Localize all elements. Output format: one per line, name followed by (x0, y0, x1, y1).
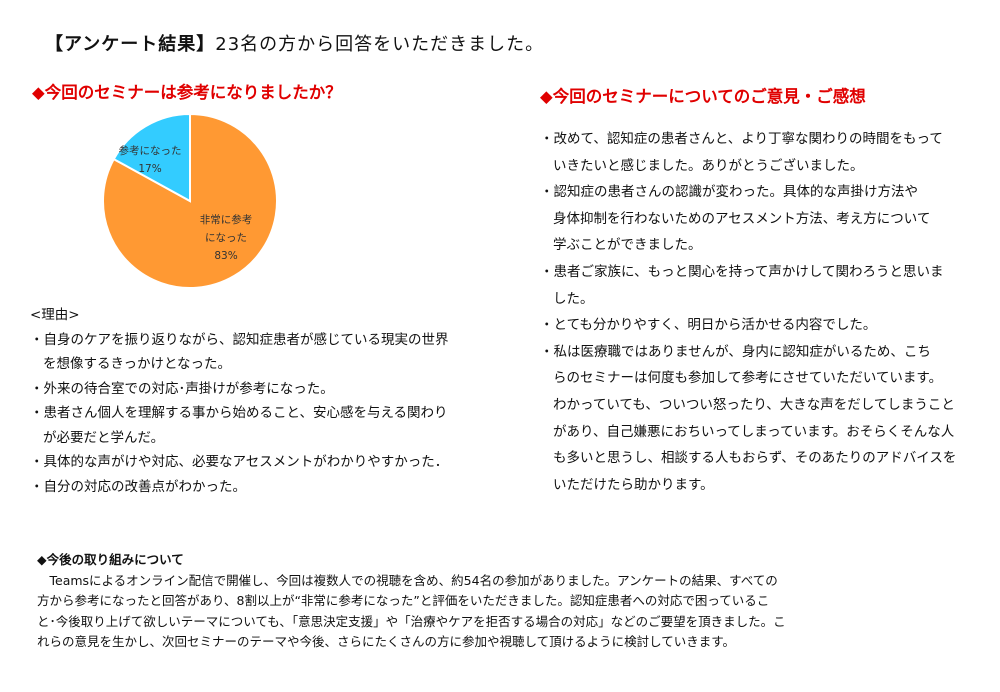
reasons-list: ・自身のケアを振り返りながら、認知症患者が感じている現実の世界を想像するきっかけ… (30, 328, 449, 500)
list-item: ・具体的な声がけや対応、必要なアセスメントがわかりやすかった． (30, 450, 449, 475)
page-title: 【アンケート結果】23名の方から回答をいただきました。 (45, 30, 544, 56)
list-item-line: わかっていても、ついつい怒ったり、大きな声をだしてしまうこと (553, 396, 955, 413)
list-item: ・認知症の患者さんの認識が変わった。具体的な声掛け方法や身体抑制を行わないための… (540, 179, 956, 259)
future-line: 方から参考になったと回答があり、8割以上が“非常に参考になった”と評価をいただき… (37, 593, 770, 608)
opinions-list: ・改めて、認知症の患者さんと、より丁寧な関わりの時間をもっていきたいと感じました… (540, 126, 956, 498)
list-item: ・自分の対応の改善点がわかった。 (30, 475, 449, 500)
title-text: 23名の方から回答をいただきました。 (215, 34, 545, 55)
future-line: と･今後取り上げて欲しいテーマについても、「意思決定支援」や「治療やケアを拒否す… (37, 613, 786, 629)
list-item-line: ・外来の待合室での対応･声掛けが参考になった。 (30, 380, 334, 397)
list-item-line: ・とても分かりやすく、明日から活かせる内容でした。 (540, 317, 877, 334)
list-item-line: 身体抑制を行わないためのアセスメント方法、考え方について (553, 210, 931, 227)
pie-data-label: になった (205, 232, 247, 244)
list-item: ・外来の待合室での対応･声掛けが参考になった。 (30, 377, 449, 402)
list-item-line: ・私は医療職ではありませんが、身内に認知症がいるため、こち (540, 343, 931, 360)
list-item: ・私は医療職ではありませんが、身内に認知症がいるため、こちらのセミナーは何度も参… (540, 339, 956, 499)
list-item-line: した。 (553, 290, 594, 307)
future-heading: ◆今後の取り組みについて (37, 552, 184, 567)
list-item-line: ・改めて、認知症の患者さんと、より丁寧な関わりの時間をもって (540, 131, 943, 147)
future-section: ◆今後の取り組みについて Teamsによるオンライン配信で開催し、今回は複数人で… (37, 550, 786, 653)
pie-data-label: 非常に参考 (200, 213, 253, 226)
opinions-heading: ◆今回のセミナーについてのご意見・ご感想 (540, 87, 866, 106)
list-item-line: ・患者さん個人を理解する事から始めること、安心感を与える関わり (30, 405, 448, 421)
list-item-line: があり、自己嫌悪におちいってしまっています。おそらくそんな人 (553, 423, 955, 440)
list-item-line: ・患者ご家族に、もっと関心を持って声かけして関わろうと思いま (540, 263, 944, 280)
title-bracket: 【アンケート結果】 (45, 34, 216, 55)
list-item: ・とても分かりやすく、明日から活かせる内容でした。 (540, 312, 956, 339)
pie-data-label: 参考になった (119, 144, 182, 157)
list-item-line: も多いと思うし、相談する人もおらず、そのあたりのアドバイスを (553, 450, 957, 467)
list-item: ・改めて、認知症の患者さんと、より丁寧な関わりの時間をもっていきたいと感じました… (540, 126, 956, 179)
list-item: ・患者ご家族に、もっと関心を持って声かけして関わろうと思いました。 (540, 259, 956, 312)
list-item-line: ・認知症の患者さんの認識が変わった。具体的な声掛け方法や (540, 184, 918, 201)
pie-chart: 非常に参考になった 83% 参考になった 17% (102, 112, 278, 289)
list-item-line: いただけたら助かります。 (553, 476, 714, 493)
list-item-line: ・自身のケアを振り返りながら、認知症患者が感じている現実の世界 (30, 331, 449, 348)
list-item-line: を想像するきっかけとなった。 (43, 356, 232, 372)
list-item: ・自身のケアを振り返りながら、認知症患者が感じている現実の世界を想像するきっかけ… (30, 328, 449, 377)
pie-slice-1 (112, 112, 191, 203)
reasons-label: <理由> (30, 307, 80, 323)
list-item-line: ・具体的な声がけや対応、必要なアセスメントがわかりやすかった． (30, 454, 449, 470)
future-body: Teamsによるオンライン配信で開催し、今回は複数人での視聴を含め、約54名の参… (37, 571, 786, 653)
pie-data-label: 83% (214, 250, 237, 262)
reasons-section: <理由> ・自身のケアを振り返りながら、認知症患者が感じている現実の世界を想像す… (30, 303, 449, 499)
pie-data-label: 17% (138, 163, 161, 175)
future-line: れらの意見を生かし、次回セミナーのテーマや今後、さらにたくさんの方に参加や視聴し… (37, 634, 736, 649)
list-item-line: らのセミナーは何度も参加して参考にさせていただいています。 (553, 370, 943, 387)
future-line: Teamsによるオンライン配信で開催し、今回は複数人での視聴を含め、約54名の参… (37, 572, 778, 588)
list-item-line: 学ぶことができました。 (553, 237, 702, 254)
list-item-line: ・自分の対応の改善点がわかった。 (30, 478, 246, 495)
list-item-line: が必要だと学んだ。 (43, 429, 165, 446)
list-item-line: いきたいと感じました。ありがとうございました。 (553, 157, 864, 174)
chart-heading: ◆今回のセミナーは参考になりましたか？ (32, 83, 342, 102)
list-item: ・患者さん個人を理解する事から始めること、安心感を与える関わりが必要だと学んだ。 (30, 401, 449, 450)
